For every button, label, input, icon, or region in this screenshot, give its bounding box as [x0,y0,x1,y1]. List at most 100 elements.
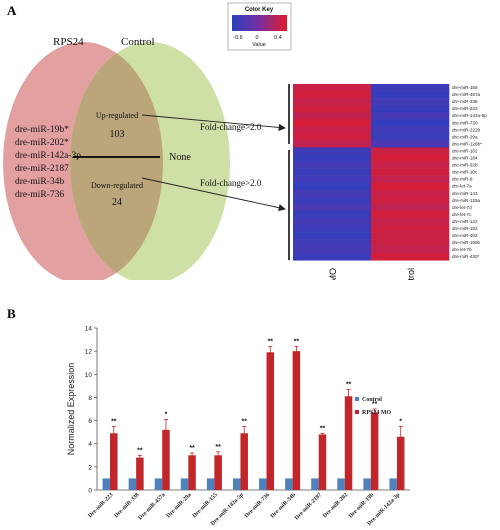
heatmap-row-label: dre-miR-143 [452,191,478,196]
venn-overlap-region [70,42,163,280]
heatmap-row-labels: dre-miR-155 dre-miR-457a dre-miR-338 dre-mi… [452,85,487,259]
bar-control [285,478,293,490]
heatmap-cell [371,246,450,254]
heatmap-cell [371,119,450,127]
chart-bars: ******* ****** ********* [102,339,405,490]
heatmap-row-label: dre-miR-223 [452,106,478,111]
bar-rps24-mo [292,351,301,490]
legend-swatch-control [355,397,359,401]
color-key-tick: 0.4 [274,35,282,41]
bar-rps24-mo [162,429,170,490]
heatmap-cell [293,126,372,134]
list-item: dre-miR-202* [15,138,69,148]
bar-rps24-mo [266,352,275,490]
heatmap-row-label: dre-miR-126b* [452,141,482,146]
y-tick-label: 12 [85,349,93,356]
significance-label: ** [111,418,117,425]
heatmap-cell [293,232,372,240]
heatmap-cell [293,239,372,247]
heatmap-cell [371,105,450,113]
bar-rps24-mo [188,455,196,490]
y-axis-label: Normalized Expression [66,363,76,456]
panel-label-b: B [7,306,16,321]
x-tick-label: Dre-miR-457a [137,492,166,521]
bar-control [311,478,319,490]
heatmap-cell [293,112,372,120]
list-item: dre-miR-736 [15,190,64,200]
heatmap-cell [371,154,450,162]
heatmap-cell [371,253,450,261]
chart-legend: Control RPS24 MO [355,397,391,416]
panel-label-a: A [7,3,17,18]
significance-label: * [165,411,168,418]
heatmap-row-label: dre-miR-142a-5p [452,113,487,118]
heatmap-cell [371,168,450,176]
heatmap-cell [293,210,372,219]
bar-control [206,478,215,490]
significance-label: ** [320,425,326,432]
arrow-down [141,177,286,212]
heatmap-cell [293,98,372,106]
heatmap-row-label: dre-miR-192 [452,226,478,231]
y-ticks: 0 2 4 6 8 10 12 14 [85,326,97,495]
heatmap-cell [371,126,450,134]
color-key-xlabel: Value [252,42,266,48]
heatmap-cell [293,175,372,183]
heatmap-cell [293,147,372,155]
arrow-up-label: Fold-change>2.0 [200,122,262,132]
heatmap-row-label: dre-miR-730 [452,120,478,125]
heatmap-cell [371,140,450,148]
heatmap-cell [371,232,450,240]
y-tick-label: 2 [88,464,92,471]
x-tick-label: Dre-miR-736 [244,492,271,519]
venn-down-label: Down-regulated [91,181,143,190]
heatmap-cell [371,175,450,183]
bar-control [337,478,345,490]
x-tick-label: Dre-miR-155 [192,492,219,519]
bar-rps24-mo [214,455,222,490]
x-tick-label: Dre-miR-202 [322,492,349,519]
bar-control [389,478,397,490]
significance-label: ** [294,339,300,346]
list-item: dre-miR-34b [15,177,64,187]
heatmap-cell [371,91,450,99]
heatmap-cell [293,161,372,169]
heatmap-row-label: dre-miR-184 [452,156,478,161]
venn-right-title: Control [121,36,155,48]
heatmap-cell [371,203,450,212]
heatmap-cell [293,91,372,99]
bar-control [232,478,241,490]
heatmap-cell [371,112,450,120]
chart-axes [96,328,410,491]
significance-label: ** [241,418,247,425]
bar-control [128,478,137,490]
heatmap-cell [293,84,372,92]
heatmap-row-label: dre-miR-462 [452,233,478,238]
significance-label: ** [189,445,195,452]
heatmap-cell [371,239,450,247]
heatmap-row-label: dre-miR-457a [452,92,481,97]
y-tick-label: 8 [88,395,92,402]
heatmap-cell [293,246,372,254]
color-key-tick: -0.6 [233,35,242,41]
bar-control [102,478,111,490]
x-tick-label: Dre-miR-19b [348,492,375,519]
y-tick-label: 0 [88,488,92,495]
heatmap-cells [293,84,450,261]
list-item: dre-miR-19b* [15,125,69,135]
heatmap-cell [293,133,372,141]
heatmap-row-label: dre-miR-222b [452,127,481,132]
bar-rps24-mo [370,412,379,490]
heatmap-col-label-control: Control [406,268,416,280]
legend-label-control: Control [362,397,382,403]
heatmap-row-label: dre-miR-430* [452,254,480,259]
heatmap-cell [371,84,450,92]
color-key-tick: 0 [255,35,258,41]
heatmap-cell [293,203,372,212]
heatmap-cell [371,217,450,226]
y-tick-label: 14 [85,326,93,333]
significance-label: * [399,418,402,425]
color-key-title: Color Key [245,7,274,13]
heatmap-cell [293,105,372,113]
y-tick-label: 4 [88,441,92,448]
